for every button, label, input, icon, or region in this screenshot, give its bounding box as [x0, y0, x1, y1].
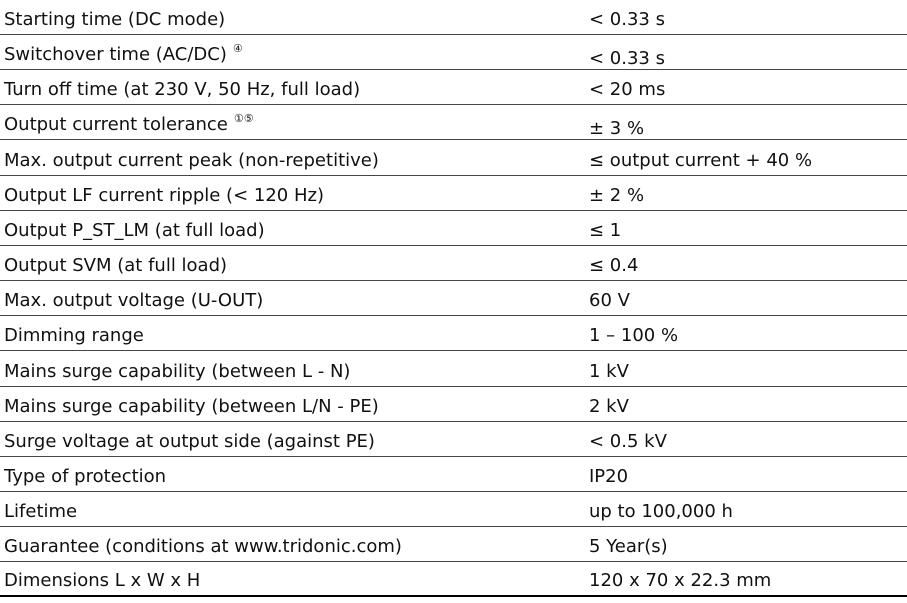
row-label: Type of protection: [4, 466, 166, 487]
table-row: Lifetime up to 100,000 h: [0, 492, 907, 528]
row-label: Dimming range: [4, 325, 144, 346]
row-label: Max. output voltage (U-OUT): [4, 290, 263, 311]
table-row: Guarantee (conditions at www.tridonic.co…: [0, 527, 907, 563]
row-label: Output LF current ripple (< 120 Hz): [4, 185, 324, 206]
label-text: Dimensions L x W x H: [4, 570, 201, 592]
row-value: ≤ 0.4: [589, 255, 639, 277]
row-value: 120 x 70 x 22.3 mm: [589, 570, 772, 592]
table-row: Type of protection IP20: [0, 457, 907, 492]
table-row: Mains surge capability (between L - N) 1 …: [0, 352, 907, 387]
row-value: up to 100,000 h: [589, 501, 733, 523]
row-value: 1 – 100 %: [589, 325, 679, 347]
label-text: Dimming range: [4, 325, 144, 347]
row-value: < 0.5 kV: [589, 430, 667, 452]
label-text: Mains surge capability (between L/N - PE…: [4, 395, 379, 417]
label-text: Output SVM (at full load): [4, 255, 228, 277]
row-value: 2 kV: [589, 395, 629, 417]
row-label: Max. output current peak (non-repetitive…: [4, 150, 379, 171]
row-label: Output P_ST_LM (at full load): [4, 220, 265, 241]
table-row: Starting time (DC mode) < 0.33 s: [0, 0, 907, 35]
row-value: 5 Year(s): [589, 536, 668, 558]
footnote-marker: ④: [232, 42, 243, 56]
row-value: < 0.33 s: [589, 48, 665, 70]
row-value: < 0.33 s: [589, 9, 665, 30]
row-value: ± 2 %: [589, 184, 645, 206]
table-row: Output current tolerance ①⑤ ± 3 %: [0, 105, 907, 141]
row-value: IP20: [589, 465, 629, 487]
row-label: Turn off time (at 230 V, 50 Hz, full loa…: [4, 79, 360, 100]
row-label: Mains surge capability (between L/N - PE…: [4, 396, 379, 417]
row-label: Surge voltage at output side (against PE…: [4, 431, 375, 452]
table-row: Surge voltage at output side (against PE…: [0, 422, 907, 457]
label-text: Guarantee (conditions at www.tridonic.co…: [4, 536, 402, 558]
table-row: Mains surge capability (between L/N - PE…: [0, 387, 907, 422]
table-row: Dimensions L x W x H 120 x 70 x 22.3 mm: [0, 562, 907, 598]
footnote-marker: ①⑤: [233, 112, 254, 126]
label-text: Starting time (DC mode): [4, 9, 226, 30]
row-value: 1 kV: [589, 360, 629, 382]
table-row: Switchover time (AC/DC) ④ < 0.33 s: [0, 35, 907, 71]
row-label: Lifetime: [4, 501, 77, 522]
row-value: ± 3 %: [589, 118, 645, 140]
label-text: Max. output voltage (U-OUT): [4, 290, 264, 312]
table-row: Dimming range 1 – 100 %: [0, 316, 907, 352]
label-text: Max. output current peak (non-repetitive…: [4, 149, 379, 171]
row-label: Dimensions L x W x H: [4, 570, 200, 591]
table-row: Output P_ST_LM (at full load) ≤ 1: [0, 211, 907, 246]
table-row: Max. output current peak (non-repetitive…: [0, 141, 907, 176]
label-text: Output current tolerance: [4, 114, 228, 136]
label-text: Type of protection: [4, 465, 167, 487]
table-row: Max. output voltage (U-OUT) 60 V: [0, 281, 907, 317]
table-row: Output LF current ripple (< 120 Hz) ± 2 %: [0, 176, 907, 211]
label-text: Lifetime: [4, 501, 78, 523]
row-label: Switchover time (AC/DC) ④: [4, 42, 243, 65]
row-label: Output SVM (at full load): [4, 255, 227, 276]
row-label: Starting time (DC mode): [4, 9, 225, 30]
row-value: < 20 ms: [589, 79, 666, 101]
label-text: Output LF current ripple (< 120 Hz): [4, 184, 324, 206]
row-label: Mains surge capability (between L - N): [4, 361, 350, 382]
label-text: Switchover time (AC/DC): [4, 44, 227, 66]
row-label: Guarantee (conditions at www.tridonic.co…: [4, 536, 402, 557]
row-value: ≤ output current + 40 %: [589, 149, 813, 171]
row-value: ≤ 1: [589, 219, 622, 241]
label-text: Output P_ST_LM (at full load): [4, 219, 265, 241]
label-text: Surge voltage at output side (against PE…: [4, 430, 375, 452]
row-value: 60 V: [589, 290, 630, 312]
label-text: Turn off time (at 230 V, 50 Hz, full loa…: [4, 79, 361, 101]
row-label: Output current tolerance ①⑤: [4, 112, 254, 135]
table-row: Turn off time (at 230 V, 50 Hz, full loa…: [0, 70, 907, 106]
table-row: Output SVM (at full load) ≤ 0.4: [0, 246, 907, 282]
label-text: Mains surge capability (between L - N): [4, 360, 351, 382]
